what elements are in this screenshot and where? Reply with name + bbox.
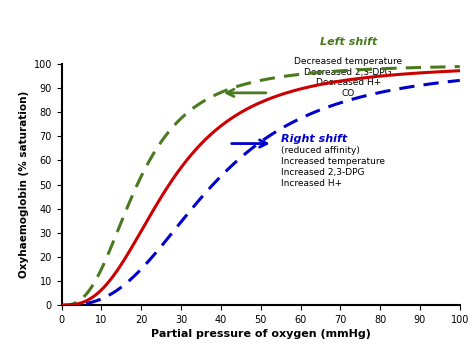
Text: (reduced affinity): (reduced affinity) xyxy=(281,146,359,155)
X-axis label: Partial pressure of oxygen (mmHg): Partial pressure of oxygen (mmHg) xyxy=(151,329,371,339)
Text: Left shift: Left shift xyxy=(319,37,377,47)
Text: Decreased 2,3-DPG: Decreased 2,3-DPG xyxy=(304,67,392,77)
Text: Right shift: Right shift xyxy=(281,134,347,144)
Text: CO: CO xyxy=(342,89,355,98)
Y-axis label: Oxyhaemoglobin (% saturation): Oxyhaemoglobin (% saturation) xyxy=(19,91,29,278)
Text: Increased H+: Increased H+ xyxy=(281,179,342,187)
Text: Increased temperature: Increased temperature xyxy=(281,157,384,166)
Text: Increased 2,3-DPG: Increased 2,3-DPG xyxy=(281,168,364,177)
Text: Decreased H+: Decreased H+ xyxy=(316,78,381,87)
Text: Decreased temperature: Decreased temperature xyxy=(294,57,402,66)
